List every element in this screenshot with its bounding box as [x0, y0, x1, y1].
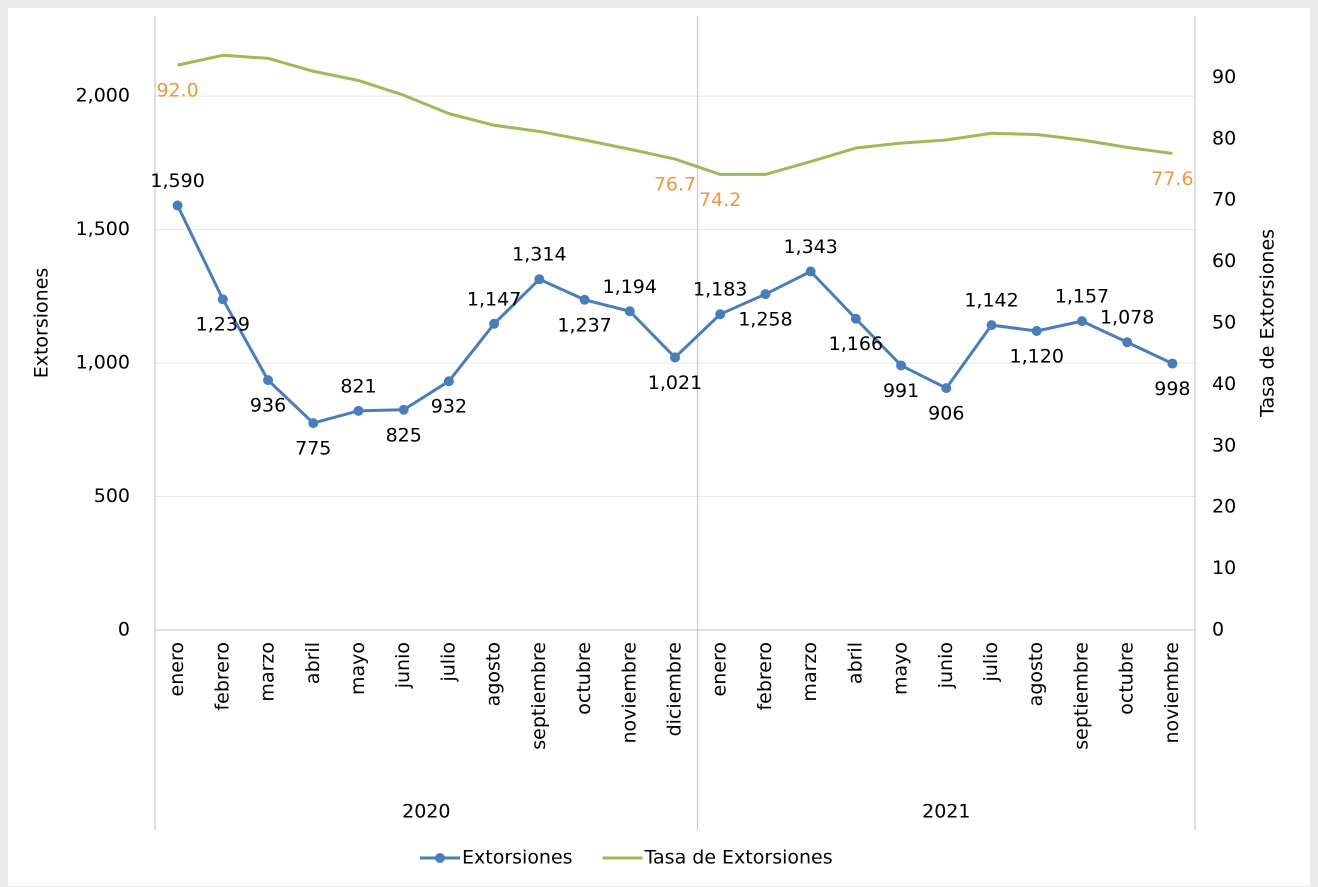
data-point — [1031, 326, 1042, 337]
x-tick-label: mayo — [347, 642, 369, 695]
legend-label: Tasa de Extorsiones — [644, 847, 833, 869]
data-point — [760, 289, 771, 300]
legend-label: Extorsiones — [462, 847, 573, 869]
data-point — [1122, 337, 1133, 348]
y2-tick-label: 80 — [1212, 127, 1236, 149]
x-tick-label: noviembre — [1161, 642, 1183, 744]
data-point — [986, 320, 997, 331]
x-tick-label: noviembre — [618, 642, 640, 744]
data-point — [263, 375, 274, 386]
data-label: 1,183 — [693, 279, 747, 301]
data-label: 1,237 — [557, 314, 611, 336]
x-tick-label: diciembre — [664, 642, 686, 736]
x-tick-label: enero — [709, 642, 731, 696]
legend-marker — [435, 853, 445, 863]
chart-area — [8, 8, 1310, 886]
data-label: 1,314 — [512, 244, 566, 266]
data-point — [850, 313, 861, 324]
y-tick-label: 1,000 — [76, 352, 130, 374]
data-label: 1,147 — [467, 288, 521, 310]
series-line — [177, 53, 1173, 176]
y2-axis-title: Tasa de Extorsiones — [1257, 229, 1279, 418]
x-tick-label: febrero — [754, 642, 776, 711]
data-point — [443, 376, 454, 387]
x-tick-label: julio — [437, 642, 459, 683]
data-point — [896, 360, 907, 371]
x-tick-label: octubre — [573, 642, 595, 715]
data-point — [489, 318, 500, 329]
x-tick-label: agosto — [1025, 642, 1047, 706]
y-axis-title: Extorsiones — [31, 268, 53, 379]
group-label: 2020 — [402, 801, 450, 823]
y-tick-label: 1,500 — [76, 218, 130, 240]
y2-tick-label: 0 — [1212, 619, 1224, 641]
data-label: 1,590 — [150, 170, 204, 192]
y-tick-label: 0 — [118, 619, 130, 641]
data-point — [624, 306, 635, 317]
data-label: 775 — [295, 438, 331, 460]
data-point — [670, 352, 680, 363]
x-tick-label: junio — [935, 642, 957, 689]
data-label: 991 — [883, 380, 919, 402]
x-tick-label: septiembre — [1070, 642, 1092, 750]
data-point — [805, 266, 816, 277]
data-label: 1,343 — [783, 236, 837, 258]
data-label: 92.0 — [156, 80, 198, 102]
y2-tick-label: 20 — [1212, 496, 1236, 518]
data-label: 821 — [340, 375, 376, 397]
data-label: 1,021 — [648, 372, 702, 394]
x-tick-label: abril — [302, 642, 324, 684]
y-tick-label: 2,000 — [76, 85, 130, 107]
data-point — [308, 418, 319, 429]
y2-tick-label: 70 — [1212, 189, 1236, 211]
x-tick-label: febrero — [211, 642, 233, 711]
data-label: 932 — [431, 396, 467, 418]
x-tick-label: agosto — [483, 642, 505, 706]
data-point — [172, 200, 183, 211]
data-label: 77.6 — [1151, 168, 1193, 190]
data-label: 1,078 — [1100, 307, 1154, 329]
data-label: 825 — [386, 424, 422, 446]
data-label: 1,166 — [829, 333, 883, 355]
x-tick-label: marzo — [799, 642, 821, 702]
data-label: 998 — [1154, 378, 1190, 400]
data-point — [217, 294, 228, 305]
x-tick-label: junio — [392, 642, 414, 689]
data-label: 76.7 — [654, 174, 696, 196]
data-label: 1,120 — [1010, 346, 1064, 368]
x-tick-label: mayo — [890, 642, 912, 695]
data-point — [715, 309, 726, 320]
data-label: 1,157 — [1055, 286, 1109, 308]
y2-tick-label: 30 — [1212, 434, 1236, 456]
data-point — [353, 405, 364, 416]
group-label: 2021 — [922, 801, 970, 823]
x-tick-label: julio — [980, 642, 1002, 683]
data-point — [398, 404, 409, 415]
data-point — [579, 294, 590, 305]
y2-tick-label: 10 — [1212, 557, 1236, 579]
y2-tick-label: 90 — [1212, 66, 1236, 88]
y2-tick-label: 60 — [1212, 250, 1236, 272]
data-label: 936 — [250, 395, 286, 417]
data-label: 906 — [928, 403, 964, 425]
data-point — [941, 383, 952, 394]
x-tick-label: marzo — [257, 642, 279, 702]
data-point — [534, 274, 545, 285]
x-tick-label: enero — [166, 642, 188, 696]
x-tick-label: septiembre — [528, 642, 550, 750]
x-tick-label: octubre — [1116, 642, 1138, 715]
data-point — [1167, 358, 1178, 369]
data-label: 1,258 — [738, 309, 792, 331]
data-label: 74.2 — [699, 189, 741, 211]
y2-tick-label: 50 — [1212, 312, 1236, 334]
data-label: 1,239 — [196, 314, 250, 336]
data-label: 1,194 — [603, 276, 657, 298]
data-label: 1,142 — [964, 290, 1018, 312]
y-tick-label: 500 — [94, 485, 130, 507]
x-tick-label: abril — [844, 642, 866, 684]
y2-tick-label: 40 — [1212, 373, 1236, 395]
data-point — [1076, 316, 1087, 327]
